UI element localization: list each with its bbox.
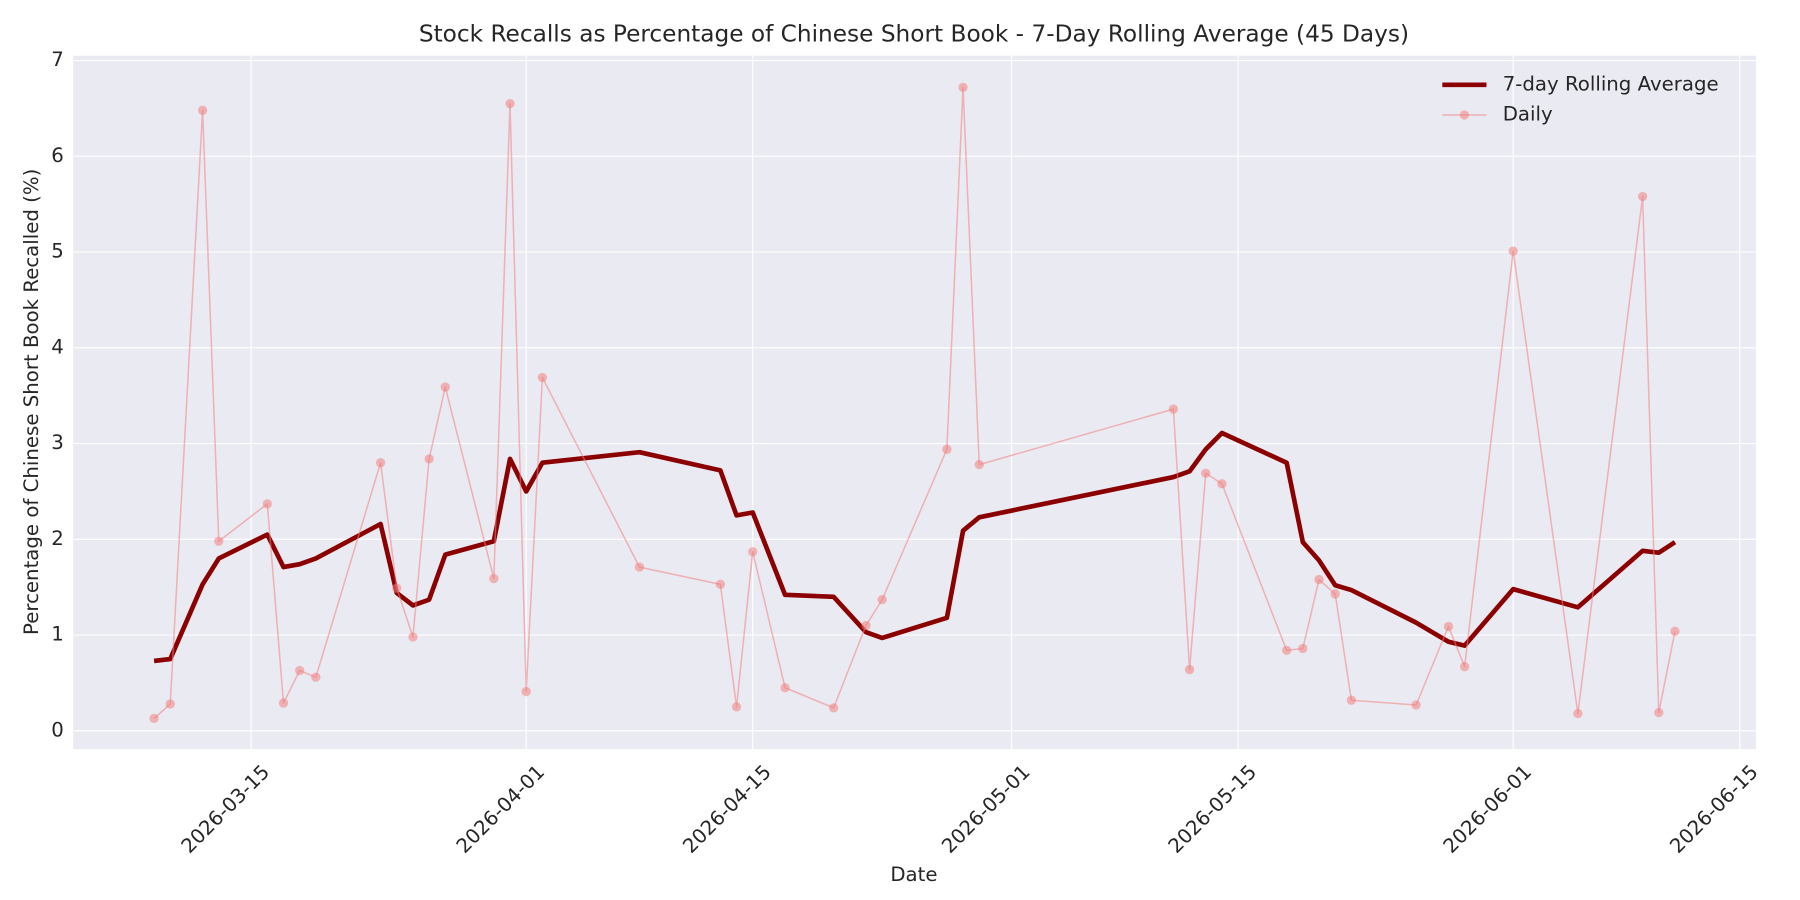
data-point (942, 444, 952, 454)
data-point (278, 698, 289, 708)
y-tick-label: 6 (51, 144, 64, 167)
y-tick-label: 2 (51, 527, 64, 550)
y-tick-label: 0 (51, 718, 64, 741)
data-point (311, 672, 321, 682)
data-point (1670, 626, 1680, 636)
data-point (731, 702, 742, 712)
data-point (974, 459, 984, 470)
x-tick-label: 2026-06-01 (1439, 760, 1536, 857)
legend-label: Daily (1503, 102, 1553, 125)
y-tick-label: 5 (51, 240, 64, 263)
data-point (1184, 664, 1195, 675)
data-point (1411, 700, 1421, 710)
data-point (1443, 621, 1454, 632)
data-point (295, 665, 305, 676)
data-point (1637, 191, 1648, 202)
data-point (1314, 574, 1324, 585)
data-point (1654, 707, 1664, 718)
data-point (521, 686, 531, 697)
data-point (1298, 643, 1308, 654)
data-point (424, 454, 434, 464)
data-point (1508, 246, 1518, 256)
data-point (214, 536, 224, 546)
data-point (537, 372, 548, 383)
legend: 7-day Rolling Average Daily (1442, 72, 1719, 125)
x-tick-label: 2026-04-01 (452, 760, 549, 857)
data-point (262, 499, 272, 509)
y-tick-label: 4 (51, 335, 64, 358)
data-point (1168, 404, 1179, 414)
data-point (1282, 645, 1292, 656)
data-point (197, 105, 208, 115)
data-point (392, 583, 402, 593)
x-tick-label: 2026-05-01 (937, 760, 1034, 857)
data-point (1330, 589, 1340, 599)
data-point (489, 573, 499, 584)
data-point (748, 547, 758, 557)
data-point (1201, 468, 1211, 478)
data-point (1217, 479, 1227, 489)
data-point (505, 98, 515, 109)
data-point (149, 713, 159, 724)
legend-label: 7-day Rolling Average (1503, 72, 1719, 95)
x-tick-label: 2026-05-15 (1164, 760, 1261, 857)
data-point (408, 632, 418, 642)
y-tick-label: 3 (51, 431, 64, 454)
data-point (375, 458, 386, 468)
data-point (958, 82, 968, 92)
data-point (828, 703, 839, 713)
y-tick-label: 1 (51, 623, 64, 646)
series-line (153, 430, 1677, 664)
data-point (165, 699, 175, 709)
data-point (1573, 708, 1583, 719)
chart-title: Stock Recalls as Percentage of Chinese S… (419, 20, 1409, 47)
x-tick-label: 2026-03-15 (177, 760, 274, 857)
y-tick-label: 7 (51, 48, 64, 71)
data-point (1346, 695, 1357, 705)
x-axis-label: Date (890, 863, 937, 886)
data-point (715, 579, 726, 589)
data-point (440, 382, 450, 392)
data-point (1459, 662, 1470, 672)
y-axis-label: Percentage of Chinese Short Book Recalle… (20, 169, 43, 635)
legend-marker (1459, 110, 1470, 120)
data-point (780, 683, 790, 693)
data-point (634, 562, 645, 572)
data-point (877, 595, 887, 605)
x-tick-label: 2026-04-15 (678, 760, 775, 857)
x-tick-label: 2026-06-15 (1665, 760, 1762, 857)
data-point (861, 620, 871, 631)
